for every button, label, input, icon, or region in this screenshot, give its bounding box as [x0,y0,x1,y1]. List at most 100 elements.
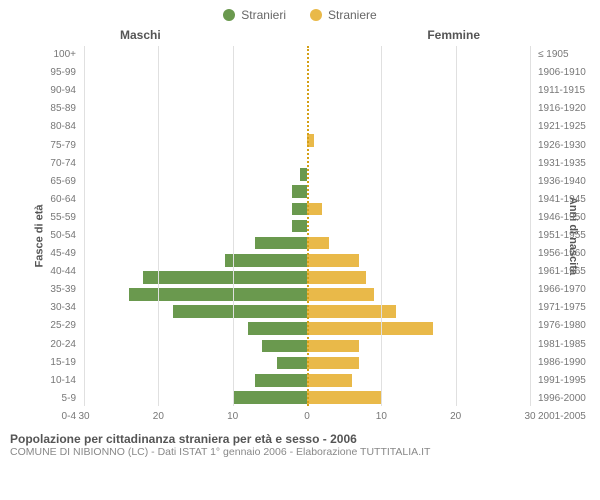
y-tick-age: 55-59 [40,209,80,227]
bar-male [255,237,307,250]
y-tick-age: 45-49 [40,245,80,263]
footer-title: Popolazione per cittadinanza straniera p… [10,432,590,446]
bar-side-male [84,217,307,234]
bar-side-female [307,217,530,234]
y-tick-birth: 1976-1980 [534,317,594,335]
y-tick-age: 15-19 [40,354,80,372]
y-tick-birth: 1966-1970 [534,281,594,299]
y-tick-age: 90-94 [40,82,80,100]
bar-male [292,220,307,233]
x-tick: 20 [450,411,461,422]
bar-side-male [84,46,307,63]
bar-side-male [84,303,307,320]
y-axis-left: 100+95-9990-9485-8980-8475-7970-7465-696… [40,46,80,426]
y-tick-birth: ≤ 1905 [534,46,594,64]
y-tick-birth: 1956-1960 [534,245,594,263]
y-tick-birth: 1916-1920 [534,100,594,118]
y-tick-age: 95-99 [40,64,80,82]
y-tick-birth: 1931-1935 [534,155,594,173]
y-tick-age: 40-44 [40,263,80,281]
chart-footer: Popolazione per cittadinanza straniera p… [0,426,600,458]
y-tick-birth: 1996-2000 [534,390,594,408]
population-pyramid-chart: Stranieri Straniere Maschi Femmine Fasce… [0,0,600,500]
bar-side-male [84,355,307,372]
bar-side-female [307,286,530,303]
bar-side-male [84,337,307,354]
bar-male [248,322,307,335]
bar-side-male [84,63,307,80]
center-line [307,46,309,406]
x-tick: 30 [524,411,535,422]
bar-female [307,340,359,353]
bar-side-female [307,149,530,166]
bar-side-male [84,235,307,252]
y-tick-age: 35-39 [40,281,80,299]
bar-side-female [307,46,530,63]
x-tick: 10 [227,411,238,422]
y-tick-birth: 1961-1965 [534,263,594,281]
y-tick-birth: 1946-1950 [534,209,594,227]
bars-region [84,46,530,406]
bar-male [225,254,307,267]
column-titles: Maschi Femmine [0,28,600,42]
swatch-female [310,9,322,21]
footer-subtitle: COMUNE DI NIBIONNO (LC) - Dati ISTAT 1° … [10,446,590,458]
bar-side-male [84,389,307,406]
y-tick-birth: 1981-1985 [534,336,594,354]
col-title-left: Maschi [120,28,161,42]
y-tick-age: 5-9 [40,390,80,408]
y-tick-age: 65-69 [40,173,80,191]
bar-side-female [307,97,530,114]
bar-male [129,288,307,301]
bar-female [307,391,381,404]
legend-item-female: Straniere [310,8,377,22]
gridline [233,46,234,406]
y-tick-birth: 1986-1990 [534,354,594,372]
bar-side-male [84,252,307,269]
plot-area: Fasce di età Anni di nascita 100+95-9990… [0,46,600,426]
bar-side-male [84,286,307,303]
y-tick-age: 75-79 [40,136,80,154]
bar-side-male [84,80,307,97]
bar-side-male [84,97,307,114]
bar-male [292,185,307,198]
y-tick-age: 20-24 [40,336,80,354]
bar-side-female [307,200,530,217]
y-tick-age: 10-14 [40,372,80,390]
legend-item-male: Stranieri [223,8,286,22]
bar-side-female [307,337,530,354]
bar-male [262,340,307,353]
gridline [84,46,85,406]
bar-side-female [307,269,530,286]
bar-side-male [84,149,307,166]
legend: Stranieri Straniere [0,8,600,22]
bar-side-male [84,166,307,183]
bar-side-male [84,372,307,389]
bar-side-female [307,132,530,149]
bar-male [277,357,307,370]
gridline [158,46,159,406]
y-tick-birth: 1991-1995 [534,372,594,390]
y-tick-age: 25-29 [40,317,80,335]
bar-side-female [307,183,530,200]
bar-side-female [307,115,530,132]
y-tick-birth: 1921-1925 [534,118,594,136]
bar-female [307,254,359,267]
bar-side-female [307,320,530,337]
y-tick-age: 70-74 [40,155,80,173]
bar-side-female [307,389,530,406]
bar-side-female [307,80,530,97]
gridline [530,46,531,406]
bar-side-female [307,235,530,252]
legend-label-male: Stranieri [241,8,286,22]
bar-female [307,322,433,335]
x-tick: 20 [153,411,164,422]
gridline [456,46,457,406]
y-tick-birth: 1911-1915 [534,82,594,100]
y-tick-age: 80-84 [40,118,80,136]
bar-side-male [84,132,307,149]
x-tick: 30 [78,411,89,422]
bar-side-male [84,320,307,337]
y-tick-birth: 1941-1945 [534,191,594,209]
bar-side-male [84,183,307,200]
